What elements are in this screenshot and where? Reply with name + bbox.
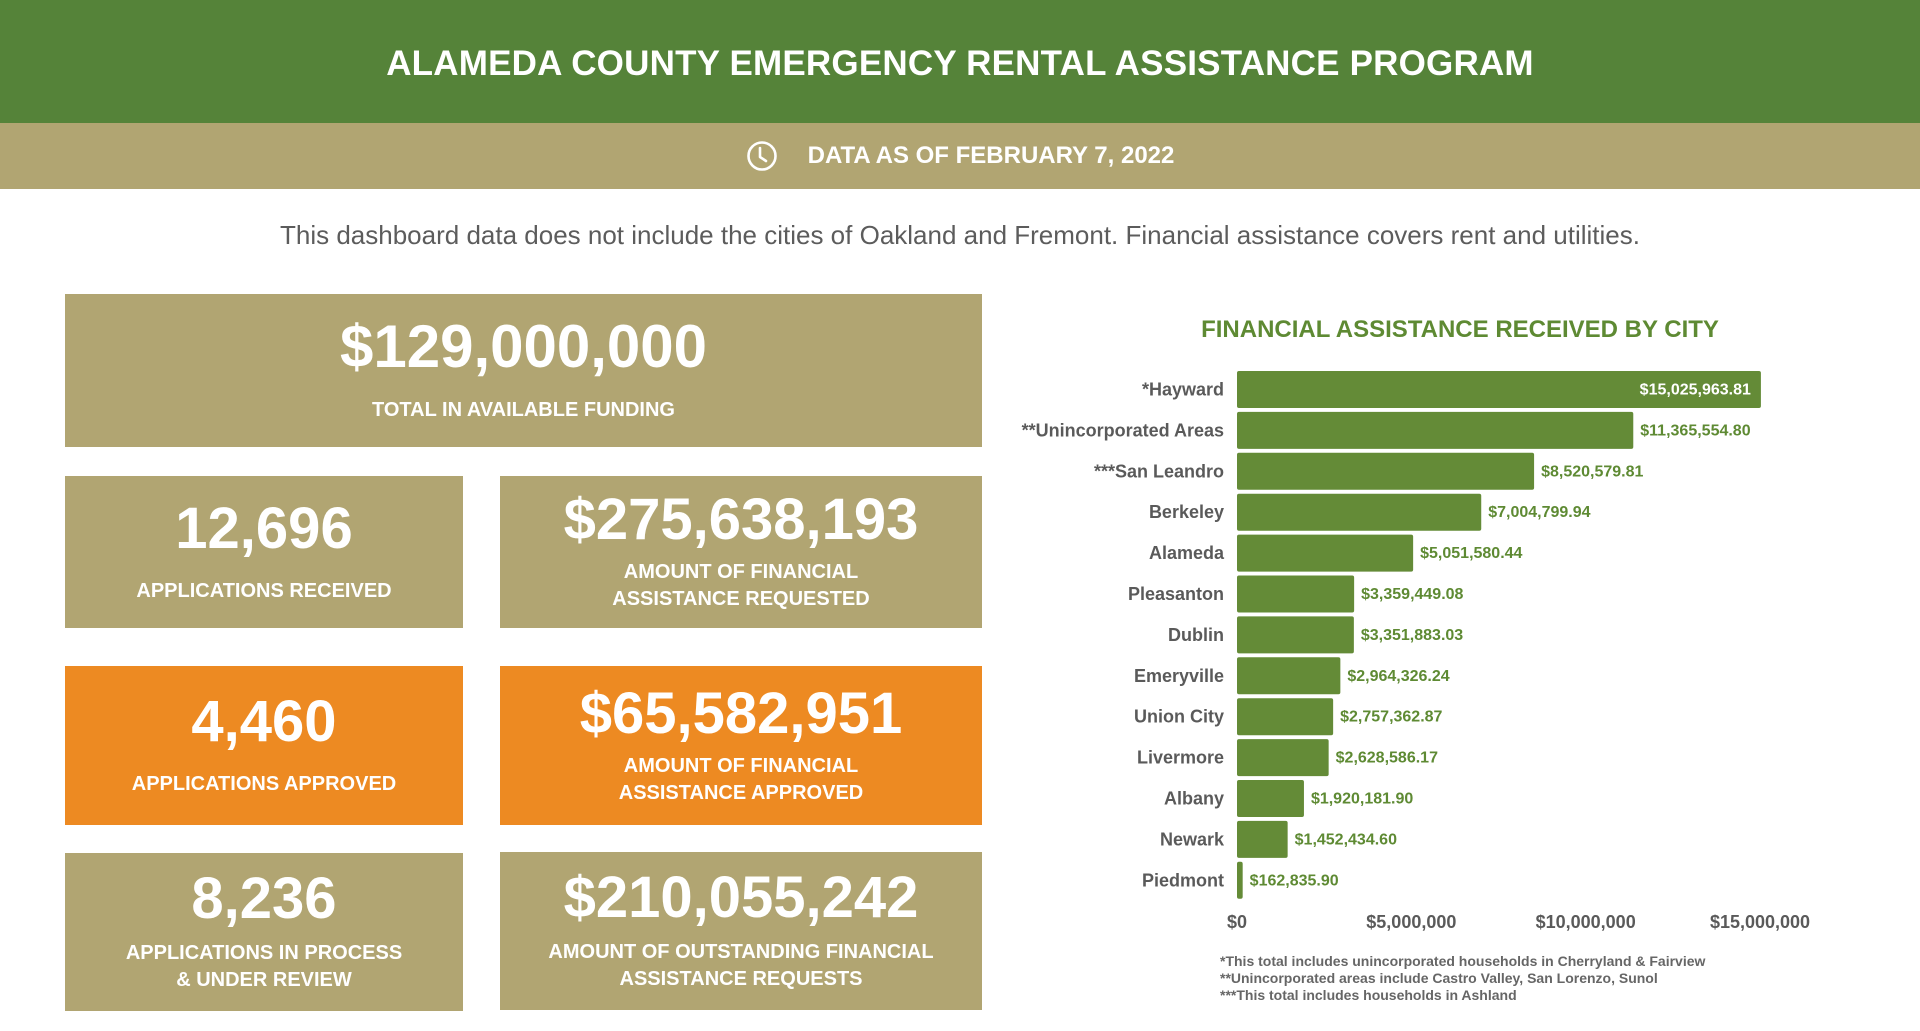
x-tick-label: $5,000,000 <box>1366 912 1456 932</box>
amount-requested-label: AMOUNT OF FINANCIAL ASSISTANCE REQUESTED <box>612 559 869 613</box>
value-label: $162,835.90 <box>1250 872 1339 889</box>
value-label: $1,452,434.60 <box>1295 831 1397 848</box>
category-label: Piedmont <box>1142 870 1224 890</box>
category-label: Dublin <box>1168 625 1224 645</box>
bar-berkeley <box>1237 493 1482 531</box>
amount-outstanding-label-line1: AMOUNT OF OUTSTANDING FINANCIAL <box>548 941 934 963</box>
amount-outstanding-card: $210,055,242 AMOUNT OF OUTSTANDING FINAN… <box>500 852 982 1010</box>
category-label: **Unincorporated Areas <box>1022 420 1224 440</box>
bar-union-city <box>1237 698 1334 736</box>
bar-newark <box>1237 820 1288 858</box>
footnote-2: **Unincorporated areas include Castro Va… <box>1220 970 1658 986</box>
x-tick-label: $10,000,000 <box>1536 912 1636 932</box>
category-label: Albany <box>1164 789 1224 809</box>
applications-approved-card: 4,460 APPLICATIONS APPROVED <box>65 666 463 825</box>
category-label: *Hayward <box>1142 380 1224 400</box>
amount-outstanding-label-line2: ASSISTANCE REQUESTS <box>619 968 863 990</box>
amount-outstanding-label: AMOUNT OF OUTSTANDING FINANCIAL ASSISTAN… <box>548 939 933 993</box>
category-label: ***San Leandro <box>1094 461 1224 481</box>
value-label: $5,051,580.44 <box>1420 545 1522 562</box>
amount-requested-label-line1: AMOUNT OF FINANCIAL <box>623 561 859 583</box>
category-label: Berkeley <box>1149 502 1224 522</box>
amount-approved-label-line1: AMOUNT OF FINANCIAL <box>623 754 859 777</box>
amount-requested-card: $275,638,193 AMOUNT OF FINANCIAL ASSISTA… <box>500 476 982 628</box>
value-label: $11,365,554.80 <box>1640 422 1750 439</box>
applications-in-process-label-line2: & UNDER REVIEW <box>176 969 352 991</box>
total-funding-value: $129,000,000 <box>339 313 708 380</box>
applications-in-process-card: 8,236 APPLICATIONS IN PROCESS & UNDER RE… <box>65 853 463 1011</box>
applications-in-process-label: APPLICATIONS IN PROCESS & UNDER REVIEW <box>126 940 402 994</box>
category-label: Emeryville <box>1134 666 1224 686</box>
applications-approved-label: APPLICATIONS APPROVED <box>131 773 397 795</box>
applications-received-value: 12,696 <box>175 495 353 561</box>
page-title: ALAMEDA COUNTY EMERGENCY RENTAL ASSISTAN… <box>386 43 1534 83</box>
amount-approved-label-line2: ASSISTANCE APPROVED <box>618 781 864 804</box>
bar-hayward <box>1237 371 1761 408</box>
applications-approved-value: 4,460 <box>191 689 337 754</box>
footnote-1: *This total includes unincorporated hous… <box>1220 953 1706 969</box>
category-label: Newark <box>1160 829 1225 849</box>
applications-in-process-value: 8,236 <box>191 866 337 931</box>
total-funding-card: $129,000,000 TOTAL IN AVAILABLE FUNDING <box>65 294 982 447</box>
total-funding-label: TOTAL IN AVAILABLE FUNDING <box>372 399 675 421</box>
amount-requested-value: $275,638,193 <box>563 487 919 552</box>
bar-emeryville <box>1237 657 1341 695</box>
x-tick-label: $15,000,000 <box>1710 912 1810 932</box>
amount-outstanding-value: $210,055,242 <box>563 865 919 930</box>
amount-approved-label: AMOUNT OF FINANCIAL ASSISTANCE APPROVED <box>619 753 863 807</box>
category-label: Union City <box>1134 707 1224 727</box>
amount-requested-label-line2: ASSISTANCE REQUESTED <box>612 588 870 610</box>
category-label: Pleasanton <box>1128 584 1224 604</box>
x-tick-label: $0 <box>1227 912 1247 932</box>
category-label: Livermore <box>1137 748 1224 768</box>
value-label: $15,025,963.81 <box>1640 382 1751 399</box>
bar-unincorporated-areas <box>1237 411 1634 449</box>
chart-footnotes: *This total includes unincorporated hous… <box>1220 953 1705 1004</box>
coverage-note: This dashboard data does not include the… <box>280 220 1640 250</box>
value-label: $8,520,579.81 <box>1541 463 1643 480</box>
bar-albany <box>1237 780 1304 817</box>
value-label: $3,359,449.08 <box>1361 586 1463 603</box>
footnote-3: ***This total includes households in Ash… <box>1220 987 1517 1003</box>
amount-approved-value: $65,582,951 <box>579 680 903 746</box>
bar-livermore <box>1237 739 1329 777</box>
chart-title: FINANCIAL ASSISTANCE RECEIVED BY CITY <box>1201 316 1719 343</box>
applications-received-card: 12,696 APPLICATIONS RECEIVED <box>65 476 463 628</box>
bar-pleasanton <box>1237 575 1355 613</box>
bar-dublin <box>1237 616 1354 654</box>
applications-in-process-label-line1: APPLICATIONS IN PROCESS <box>125 942 403 964</box>
value-label: $3,351,883.03 <box>1361 627 1463 644</box>
category-label: Alameda <box>1149 543 1225 563</box>
bar-san-leandro <box>1237 452 1535 490</box>
value-label: $7,004,799.94 <box>1488 504 1590 521</box>
applications-received-label: APPLICATIONS RECEIVED <box>136 579 392 602</box>
amount-approved-card: $65,582,951 AMOUNT OF FINANCIAL ASSISTAN… <box>500 666 982 825</box>
data-date-banner: DATA AS OF FEBRUARY 7, 2022 <box>0 123 1920 189</box>
value-label: $1,920,181.90 <box>1311 791 1413 808</box>
bar-piedmont <box>1237 861 1243 899</box>
bar-alameda <box>1237 534 1414 572</box>
value-label: $2,628,586.17 <box>1336 750 1438 767</box>
data-date-text: DATA AS OF FEBRUARY 7, 2022 <box>807 142 1175 169</box>
value-label: $2,757,362.87 <box>1340 709 1442 726</box>
page-header: ALAMEDA COUNTY EMERGENCY RENTAL ASSISTAN… <box>0 0 1920 123</box>
clock-icon <box>746 141 777 171</box>
city-assistance-bar-chart: *Hayward $15,025,963.81 **Unincorporated A… <box>1022 371 1810 932</box>
value-label: $2,964,326.24 <box>1347 668 1449 685</box>
